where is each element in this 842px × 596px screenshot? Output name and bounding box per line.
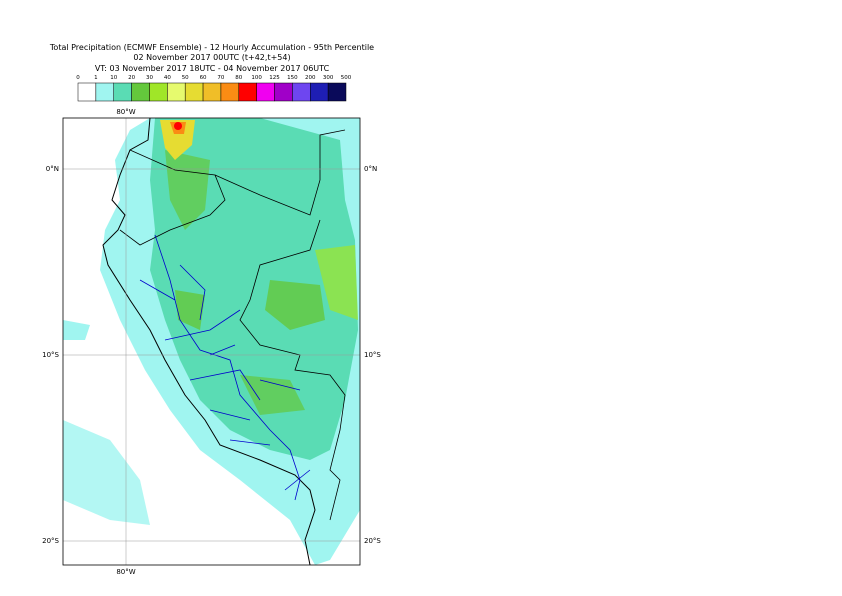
color-legend: 0 1 10 20 30 40 50 60 70 80 100 125 150 200 300 500 <box>76 75 352 102</box>
legend-swatch <box>292 82 311 102</box>
title-line: VT: 03 November 2017 18UTC - 04 November… <box>95 64 330 73</box>
legend-swatch <box>327 82 347 102</box>
border <box>119 149 226 246</box>
legend-tick-label: 100 <box>251 75 262 81</box>
legend-tick-label: 300 <box>323 75 334 81</box>
precip-area <box>265 280 325 330</box>
legend-swatch <box>220 82 240 102</box>
legend-swatch <box>167 82 186 102</box>
legend-tick-label: 80 <box>235 75 242 81</box>
lat-label: 10°S <box>364 351 381 359</box>
legend-tick-label: 500 <box>341 75 352 81</box>
legend-tick-label: 0 <box>76 75 80 81</box>
lat-label: 0°N <box>364 165 377 173</box>
legend-tick-label: 200 <box>305 75 316 81</box>
legend-tick-label: 10 <box>110 75 117 81</box>
precip-area <box>240 375 305 415</box>
legend-swatch <box>274 82 293 102</box>
legend-swatch <box>256 82 275 102</box>
lat-label: 10°S <box>42 351 59 359</box>
title-line: Total Precipitation (ECMWF Ensemble) - 1… <box>49 43 374 52</box>
region-border <box>139 234 311 501</box>
legend-swatch <box>310 82 329 102</box>
legend-swatch <box>131 82 150 102</box>
border <box>239 219 346 521</box>
lon-label: 80°W <box>116 108 135 116</box>
legend-swatch <box>238 82 257 102</box>
lat-label: 20°S <box>364 537 381 545</box>
coastline <box>102 118 316 565</box>
legend-tick-label: 20 <box>128 75 135 81</box>
border <box>214 129 346 216</box>
precip-area <box>175 290 205 330</box>
legend-swatch <box>113 82 132 102</box>
legend-swatch <box>184 82 204 102</box>
legend-tick-label: 1 <box>94 75 98 81</box>
precip-area <box>63 420 150 525</box>
title-line: 02 November 2017 00UTC (t+42,t+54) <box>133 53 290 62</box>
legend-tick-label: 50 <box>182 75 189 81</box>
precip-area <box>160 120 195 160</box>
legend-swatch <box>202 82 222 102</box>
precip-area <box>63 320 90 340</box>
precip-area <box>174 122 182 130</box>
legend-tick-label: 60 <box>200 75 207 81</box>
legend-tick-label: 150 <box>287 75 298 81</box>
legend-tick-label: 30 <box>146 75 153 81</box>
legend-swatch <box>95 82 114 102</box>
legend-swatch <box>149 82 168 102</box>
lon-label: 80°W <box>116 568 135 576</box>
lat-label: 20°S <box>42 537 59 545</box>
legend-swatch <box>77 82 97 102</box>
map <box>63 118 360 565</box>
legend-tick-label: 70 <box>217 75 224 81</box>
precip-area <box>315 245 358 320</box>
lat-label: 0°N <box>46 165 59 173</box>
legend-tick-label: 125 <box>269 75 280 81</box>
map-frame <box>62 117 361 566</box>
legend-tick-label: 40 <box>164 75 171 81</box>
